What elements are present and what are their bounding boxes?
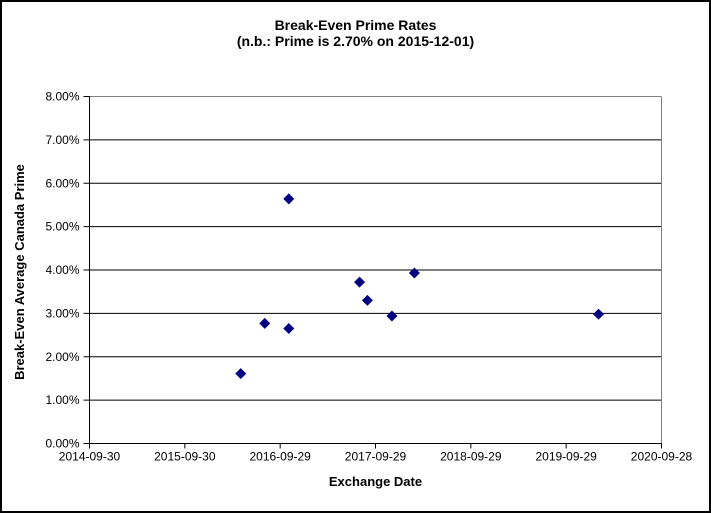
y-tick-label: 1.00% (45, 393, 79, 407)
y-tick-label: 3.00% (45, 306, 79, 320)
x-tick-label: 2020-09-28 (631, 450, 693, 464)
y-tick-label: 8.00% (45, 90, 79, 104)
data-point-marker (593, 308, 605, 320)
data-point-marker (361, 294, 373, 306)
x-tick-label: 2015-09-30 (154, 450, 216, 464)
data-point-marker (283, 193, 295, 205)
data-point-marker (386, 310, 398, 322)
x-tick-label: 2014-09-30 (59, 450, 121, 464)
data-point-marker (259, 317, 271, 329)
chart-title-block: Break-Even Prime Rates (n.b.: Prime is 2… (0, 17, 711, 49)
y-tick-label: 5.00% (45, 220, 79, 234)
x-tick-label: 2017-09-29 (345, 450, 407, 464)
y-tick-label: 2.00% (45, 350, 79, 364)
y-tick-label: 6.00% (45, 176, 79, 190)
chart-title: Break-Even Prime Rates (274, 17, 437, 33)
x-tick-label: 2019-09-29 (535, 450, 597, 464)
y-tick-label: 4.00% (45, 263, 79, 277)
data-point-marker (408, 267, 420, 279)
y-tick-label: 7.00% (45, 133, 79, 147)
y-tick-label: 0.00% (45, 437, 79, 451)
x-tick-label: 2018-09-29 (440, 450, 502, 464)
x-tick-label: 2016-09-29 (249, 450, 311, 464)
y-axis-title: Break-Even Average Canada Prime (12, 164, 27, 380)
data-point-marker (354, 276, 366, 288)
data-point-marker (235, 368, 247, 380)
data-point-marker (283, 323, 295, 335)
x-axis-title: Exchange Date (328, 474, 423, 489)
chart-subtitle: (n.b.: Prime is 2.70% on 2015-12-01) (236, 33, 475, 49)
